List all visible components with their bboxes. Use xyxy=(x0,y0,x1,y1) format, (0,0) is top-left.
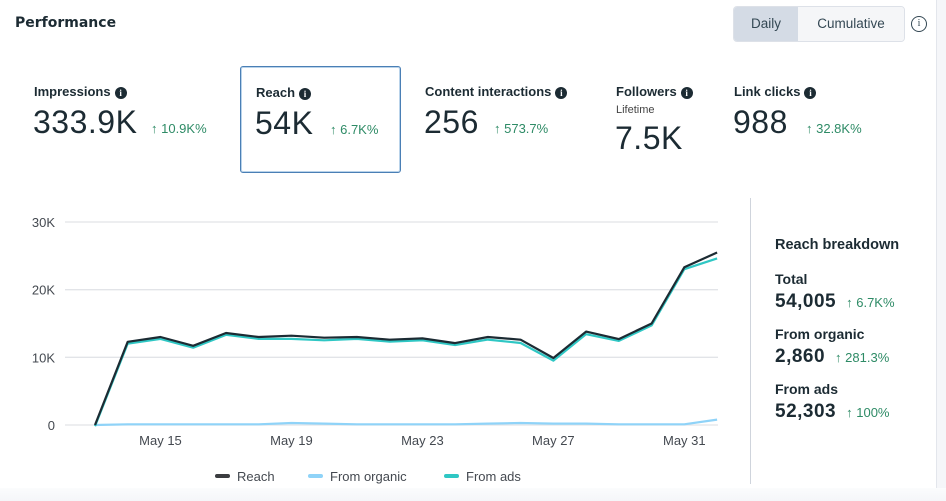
breakdown-value: 2,860 xyxy=(775,346,826,367)
series-line-reach[interactable] xyxy=(93,251,718,426)
breakdown-organic: From organic 2,860 ↑ 281.3% xyxy=(775,326,899,368)
breakdown-label: From ads xyxy=(775,381,839,397)
metric-link-clicks[interactable]: Link clicks i 988 ↑ 32.8K% xyxy=(725,66,895,173)
metric-label: Content interactions xyxy=(425,84,552,99)
info-icon[interactable]: i xyxy=(680,87,693,99)
scrollbar-track[interactable] xyxy=(936,0,946,501)
toggle-cumulative[interactable]: Cumulative xyxy=(798,7,904,41)
breakdown-change: ↑ 6.7K% xyxy=(846,295,895,310)
metric-reach[interactable]: Reach i 54K ↑ 6.7K% xyxy=(240,66,401,173)
y-tick-label: 20K xyxy=(32,283,55,298)
y-tick-label: 10K xyxy=(32,350,55,365)
legend-swatch xyxy=(444,474,459,478)
breakdown-value: 52,303 xyxy=(775,401,837,422)
reach-line-chart: 0 10K 20K 30K May 15 May 19 May 23 May 27 May 31… xyxy=(32,215,718,484)
x-tick-label: May 15 xyxy=(139,433,182,448)
y-tick-label: 30K xyxy=(32,215,55,230)
metric-value: 7.5K xyxy=(615,120,683,156)
legend-swatch xyxy=(308,474,323,478)
metric-change: ↑ 6.7K% xyxy=(330,122,379,137)
metric-change: ↑ 32.8K% xyxy=(806,121,862,136)
page-title: Performance xyxy=(15,15,117,31)
metric-content-interactions[interactable]: Content interactions i 256 ↑ 573.7% xyxy=(410,66,600,173)
metric-label: Impressions xyxy=(34,84,111,99)
breakdown-title: Reach breakdown xyxy=(775,237,900,253)
x-tick-label: May 19 xyxy=(270,433,313,448)
performance-panel: Performance Daily Cumulative i Impressio… xyxy=(15,6,927,484)
metric-change: ↑ 10.9K% xyxy=(151,121,207,136)
info-icon[interactable]: i xyxy=(299,88,312,100)
x-tick-label: May 27 xyxy=(532,433,575,448)
info-icon[interactable]: i xyxy=(804,87,817,99)
breakdown-label: From organic xyxy=(775,326,865,342)
reach-breakdown: Reach breakdown Total 54,005 ↑ 6.7K% Fro… xyxy=(775,237,899,436)
legend-label[interactable]: From organic xyxy=(330,469,407,484)
metric-followers[interactable]: Followers i Lifetime 7.5K xyxy=(605,66,720,173)
toggle-daily[interactable]: Daily xyxy=(734,7,798,41)
metric-change: ↑ 573.7% xyxy=(494,121,549,136)
x-tick-label: May 23 xyxy=(401,433,444,448)
breakdown-change: ↑ 100% xyxy=(846,405,890,420)
legend-label[interactable]: From ads xyxy=(466,469,521,484)
breakdown-label: Total xyxy=(775,271,808,287)
x-tick-label: May 31 xyxy=(663,433,706,448)
legend-swatch xyxy=(215,474,230,478)
bottom-edge xyxy=(0,488,946,501)
vertical-divider xyxy=(750,198,751,484)
metric-label: Followers xyxy=(616,84,677,99)
metric-label: Reach xyxy=(256,85,296,100)
metric-value: 256 xyxy=(424,104,479,140)
series-line-from-ads[interactable] xyxy=(93,257,718,427)
legend-label[interactable]: Reach xyxy=(237,469,275,484)
breakdown-ads: From ads 52,303 ↑ 100% xyxy=(775,381,899,423)
metric-sublabel: Lifetime xyxy=(616,104,655,116)
y-tick-label: 0 xyxy=(48,418,55,433)
series-line-from-organic[interactable] xyxy=(94,418,718,427)
info-icon[interactable]: i xyxy=(114,87,127,99)
metric-value: 988 xyxy=(733,104,788,140)
breakdown-change: ↑ 281.3% xyxy=(835,350,890,365)
breakdown-value: 54,005 xyxy=(775,291,837,312)
info-circle-icon[interactable]: i xyxy=(911,16,927,32)
info-icon[interactable]: i xyxy=(555,87,568,99)
metric-label: Link clicks xyxy=(734,84,801,99)
reach-chart: 0 10K 20K 30K May 15 May 19 May 23 May 27 May 31… xyxy=(0,195,740,495)
metric-value: 54K xyxy=(255,105,314,141)
metric-impressions[interactable]: Impressions i 333.9K ↑ 10.9K% xyxy=(20,66,230,173)
view-toggle: Daily Cumulative xyxy=(733,6,905,42)
metric-value: 333.9K xyxy=(33,104,138,140)
breakdown-total: Total 54,005 ↑ 6.7K% xyxy=(775,271,899,313)
